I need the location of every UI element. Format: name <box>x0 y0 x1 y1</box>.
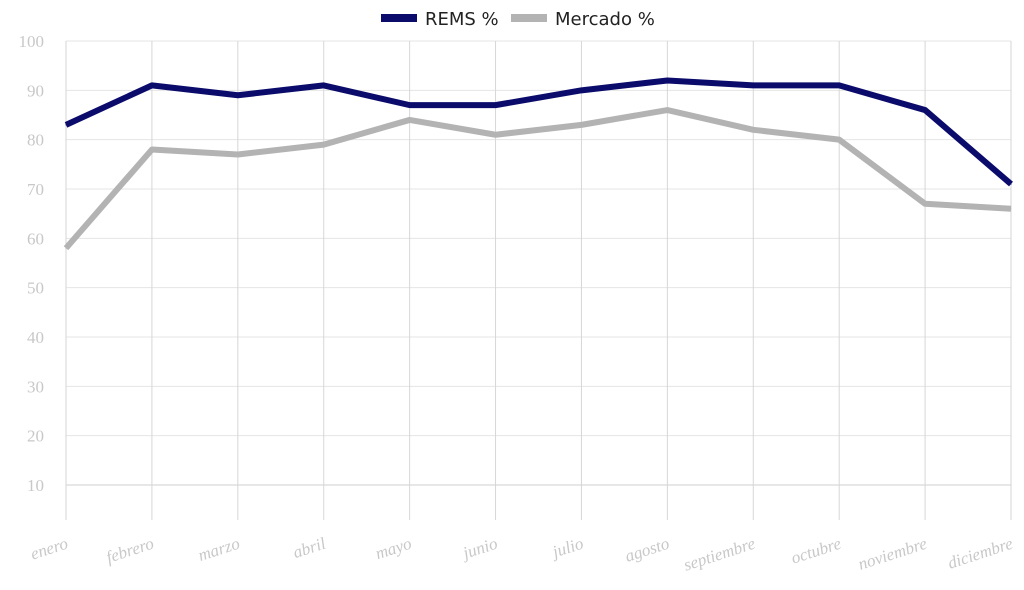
x-tick-label: mayo <box>373 534 414 563</box>
data-point <box>409 119 411 121</box>
x-tick-label: noviembre <box>856 534 930 574</box>
legend-swatch <box>381 14 417 22</box>
y-tick-label: 20 <box>27 427 44 446</box>
legend: REMS % Mercado % <box>381 9 655 30</box>
data-point <box>151 84 153 86</box>
data-point <box>495 104 497 106</box>
data-point <box>65 247 67 249</box>
data-point <box>666 109 668 111</box>
legend-swatch <box>511 14 547 22</box>
data-point <box>580 89 582 91</box>
y-tick-label: 80 <box>27 131 44 150</box>
data-point <box>752 84 754 86</box>
x-tick-label: agosto <box>623 534 672 566</box>
y-tick-label: 70 <box>27 180 44 199</box>
data-point <box>323 144 325 146</box>
x-tick-label: julio <box>548 534 585 562</box>
x-tick-label: marzo <box>196 534 242 565</box>
data-point <box>237 94 239 96</box>
x-tick-label: septiembre <box>681 534 758 575</box>
y-tick-label: 60 <box>27 229 44 248</box>
legend-label: Mercado % <box>555 9 655 30</box>
grid <box>65 40 1012 520</box>
x-tick-label: diciembre <box>945 534 1015 573</box>
data-point <box>924 109 926 111</box>
x-axis-ticks: enero febrero marzo abril mayo junio julio agos… <box>28 534 1016 575</box>
y-tick-label: 50 <box>27 279 44 298</box>
data-point <box>495 134 497 136</box>
x-tick-label: febrero <box>104 534 156 567</box>
data-point <box>924 203 926 205</box>
data-point <box>1010 208 1012 210</box>
series-line-1 <box>63 107 1012 251</box>
data-point <box>752 129 754 131</box>
series-lines <box>63 77 1013 251</box>
x-tick-label: octubre <box>789 534 844 568</box>
data-point <box>409 104 411 106</box>
y-tick-label: 30 <box>27 377 44 396</box>
data-point <box>323 84 325 86</box>
data-point <box>65 124 67 126</box>
data-point <box>1010 183 1012 185</box>
y-tick-label: 10 <box>27 476 44 495</box>
x-tick-label: junio <box>459 534 500 563</box>
data-point <box>580 124 582 126</box>
y-axis-ticks: 10 20 30 40 50 60 70 80 90 100 <box>19 32 45 495</box>
x-tick-label: enero <box>28 534 70 564</box>
y-tick-label: 100 <box>19 32 45 51</box>
legend-label: REMS % <box>425 9 499 30</box>
data-point <box>838 139 840 141</box>
data-point <box>237 153 239 155</box>
data-point <box>151 149 153 151</box>
y-tick-label: 90 <box>27 81 44 100</box>
data-point <box>838 84 840 86</box>
y-tick-label: 40 <box>27 328 44 347</box>
data-point <box>666 79 668 81</box>
series-line-0 <box>64 77 1013 187</box>
x-tick-label: abril <box>291 534 329 562</box>
